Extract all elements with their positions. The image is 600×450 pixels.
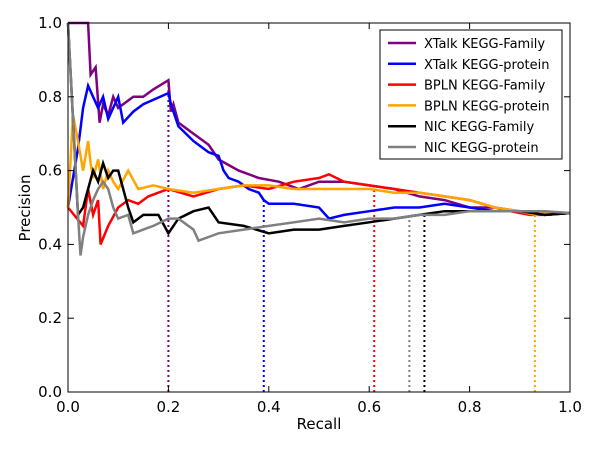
y-tick-label: 0.8 (38, 88, 62, 106)
x-tick-label: 0.6 (357, 398, 381, 416)
y-axis-ticks: 0.0 0.2 0.4 0.6 0.8 1.0 (38, 14, 570, 401)
y-tick-label: 0.2 (38, 309, 62, 327)
x-axis-label: Recall (297, 415, 342, 433)
x-tick-label: 0.8 (458, 398, 482, 416)
x-tick-label: 0.0 (56, 398, 80, 416)
legend: XTalk KEGG-Family XTalk KEGG-protein BPLN … (379, 29, 563, 160)
y-tick-label: 1.0 (38, 14, 62, 32)
y-tick-label: 0.4 (38, 235, 62, 253)
y-tick-label: 0.0 (38, 383, 62, 401)
legend-label: NIC KEGG-Family (424, 120, 534, 135)
x-tick-label: 0.4 (257, 398, 281, 416)
y-axis-label: Precision (16, 175, 34, 242)
legend-label: XTalk KEGG-Family (424, 37, 545, 52)
y-tick-label: 0.6 (38, 162, 62, 180)
series-lines (66, 21, 571, 256)
series-line (66, 115, 570, 217)
series-line (66, 22, 571, 256)
plot-frame (67, 22, 571, 393)
legend-box (379, 29, 563, 160)
x-tick-label: 0.2 (156, 398, 180, 416)
legend-label: XTalk KEGG-protein (424, 58, 550, 73)
legend-label: BPLN KEGG-Family (424, 79, 546, 94)
x-axis-ticks: 0.0 0.2 0.4 0.6 0.8 1.0 (56, 23, 582, 416)
legend-label: BPLN KEGG-protein (424, 99, 550, 114)
x-tick-label: 1.0 (558, 398, 582, 416)
legend-label: NIC KEGG-protein (424, 141, 539, 156)
series-line (66, 81, 571, 220)
